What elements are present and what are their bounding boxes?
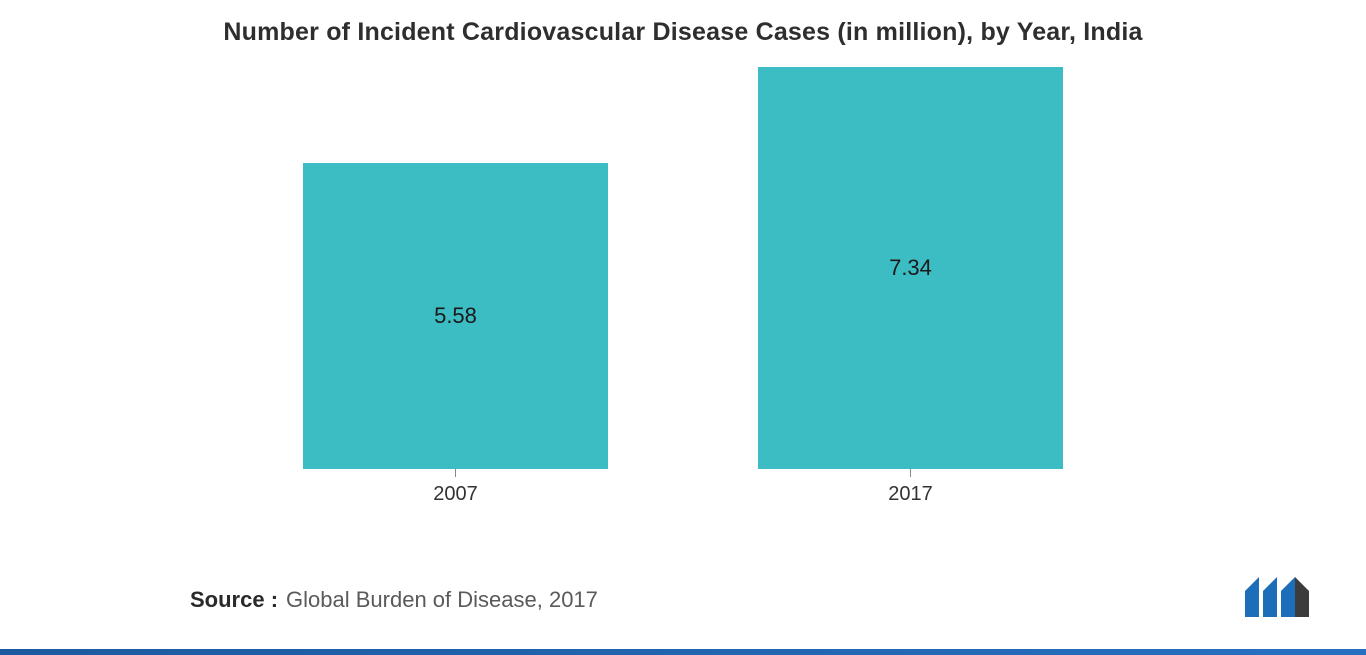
axis-tick-0 <box>455 469 456 477</box>
bar-1: 7.34 <box>758 67 1063 469</box>
chart-title: Number of Incident Cardiovascular Diseas… <box>60 18 1306 47</box>
bar-category-0: 2007 <box>433 483 478 506</box>
bar-0: 5.58 <box>303 163 608 469</box>
source-attribution: Source : Global Burden of Disease, 2017 <box>190 587 598 613</box>
footer-accent-bar <box>0 649 1366 655</box>
chart-container: Number of Incident Cardiovascular Diseas… <box>0 0 1366 655</box>
bar-value-0: 5.58 <box>434 303 477 329</box>
bar-group-0: 5.58 2007 <box>303 163 608 506</box>
bar-category-1: 2017 <box>888 483 933 506</box>
source-label: Source : <box>190 587 278 613</box>
axis-tick-1 <box>910 469 911 477</box>
source-text: Global Burden of Disease, 2017 <box>286 587 598 613</box>
bar-group-1: 7.34 2017 <box>758 67 1063 506</box>
mordor-logo-icon <box>1241 577 1321 625</box>
chart-plot-area: 5.58 2007 7.34 2017 <box>60 67 1306 507</box>
bar-value-1: 7.34 <box>889 255 932 281</box>
